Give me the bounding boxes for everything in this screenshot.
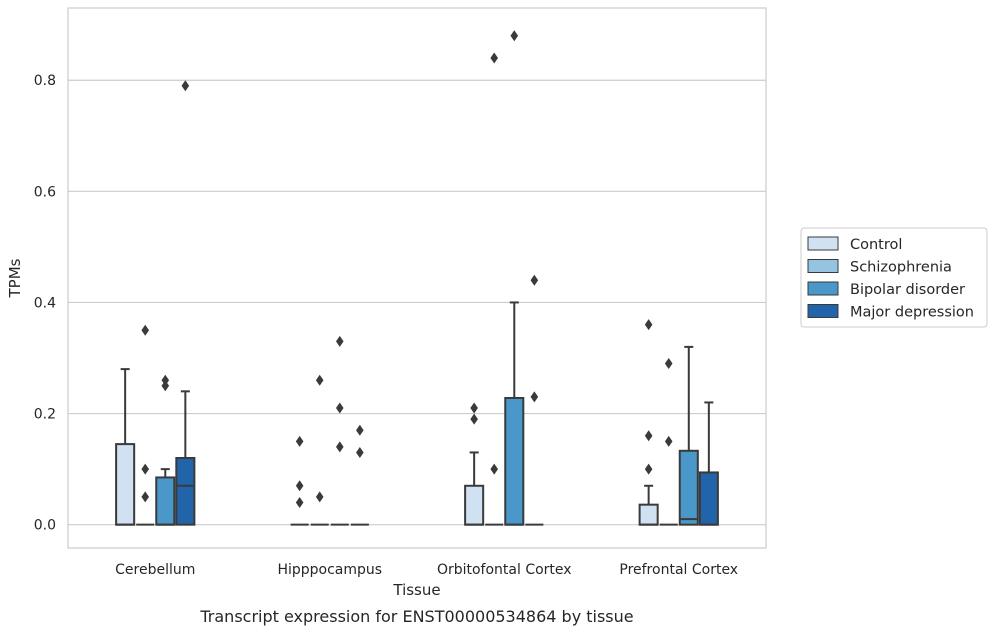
x-axis-ticks: Cerebellum Hipppocampus Orbitofontal Corte… bbox=[115, 562, 738, 578]
chart-caption: Transcript expression for ENST0000053486… bbox=[199, 607, 633, 626]
box-body bbox=[115, 443, 136, 526]
box-body bbox=[638, 503, 659, 526]
box-0-2 bbox=[155, 468, 176, 526]
outlier-point bbox=[644, 430, 653, 442]
box-body bbox=[678, 449, 699, 526]
outlier-point bbox=[315, 374, 324, 386]
y-tick-label: 0.4 bbox=[34, 295, 56, 311]
legend-label: Schizophrenia bbox=[850, 260, 952, 276]
box-2-2 bbox=[504, 301, 525, 526]
x-tick-label: Cerebellum bbox=[115, 562, 195, 578]
legend-swatch bbox=[807, 304, 839, 318]
box-0-3 bbox=[175, 390, 196, 526]
boxes bbox=[115, 301, 719, 526]
legend-label: Major depression bbox=[850, 305, 974, 321]
box-body bbox=[155, 476, 176, 526]
outlier-point bbox=[356, 446, 364, 458]
outlier-point bbox=[530, 391, 539, 403]
legend-swatch bbox=[807, 281, 839, 296]
box-0-0 bbox=[115, 368, 136, 526]
x-axis-label: Tissue bbox=[392, 581, 440, 599]
outlier-point bbox=[335, 441, 344, 453]
outlier-point bbox=[510, 30, 519, 42]
outlier-point bbox=[181, 80, 190, 92]
box-3-3 bbox=[698, 401, 719, 526]
outlier-point bbox=[530, 274, 539, 286]
outlier-point bbox=[644, 463, 653, 475]
x-tick-label: Hipppocampus bbox=[277, 562, 382, 578]
box-3-2 bbox=[678, 345, 699, 526]
legend-swatch bbox=[807, 236, 839, 251]
outlier-point bbox=[141, 491, 150, 503]
outlier-point bbox=[141, 463, 150, 475]
outlier-point bbox=[664, 435, 673, 447]
y-tick-label: 0.2 bbox=[34, 407, 56, 423]
outlier-point bbox=[335, 402, 344, 414]
outliers bbox=[141, 30, 673, 508]
outlier-point bbox=[161, 380, 170, 392]
outlier-point bbox=[295, 435, 304, 447]
outlier-point bbox=[470, 402, 478, 414]
box-2-0 bbox=[464, 451, 485, 526]
box-body bbox=[175, 457, 196, 526]
box-body bbox=[464, 484, 485, 526]
legend-label: Bipolar disorder bbox=[850, 282, 965, 298]
outlier-point bbox=[335, 335, 344, 347]
outlier-point bbox=[490, 52, 499, 64]
box-body bbox=[698, 471, 719, 526]
legend-swatch bbox=[807, 259, 839, 273]
grid-lines bbox=[68, 79, 766, 526]
outlier-point bbox=[161, 374, 170, 386]
outlier-point bbox=[141, 324, 150, 336]
y-tick-label: 0.8 bbox=[34, 73, 56, 89]
legend-label: Control bbox=[850, 237, 902, 253]
outlier-point bbox=[356, 424, 364, 436]
legend: Control Schizophrenia Bipolar disorder Majo… bbox=[800, 227, 988, 328]
outlier-point bbox=[470, 413, 478, 425]
box-body bbox=[504, 397, 525, 526]
outlier-point bbox=[315, 491, 324, 503]
x-tick-label: Orbitofontal Cortex bbox=[437, 562, 572, 578]
outlier-point bbox=[644, 319, 653, 331]
outlier-point bbox=[295, 480, 304, 492]
legend-frame bbox=[800, 227, 988, 328]
y-tick-label: 0.6 bbox=[34, 184, 56, 200]
outlier-point bbox=[490, 463, 499, 475]
box-3-0 bbox=[638, 484, 659, 526]
x-tick-label: Prefrontal Cortex bbox=[619, 562, 738, 578]
plot-area-frame bbox=[67, 7, 767, 549]
y-tick-label: 0.0 bbox=[34, 518, 56, 534]
outlier-point bbox=[664, 358, 673, 370]
y-axis-label: TPMs bbox=[6, 258, 24, 298]
outlier-point bbox=[295, 496, 304, 508]
y-axis-ticks: 0.0 0.2 0.4 0.6 0.8 bbox=[34, 73, 56, 533]
